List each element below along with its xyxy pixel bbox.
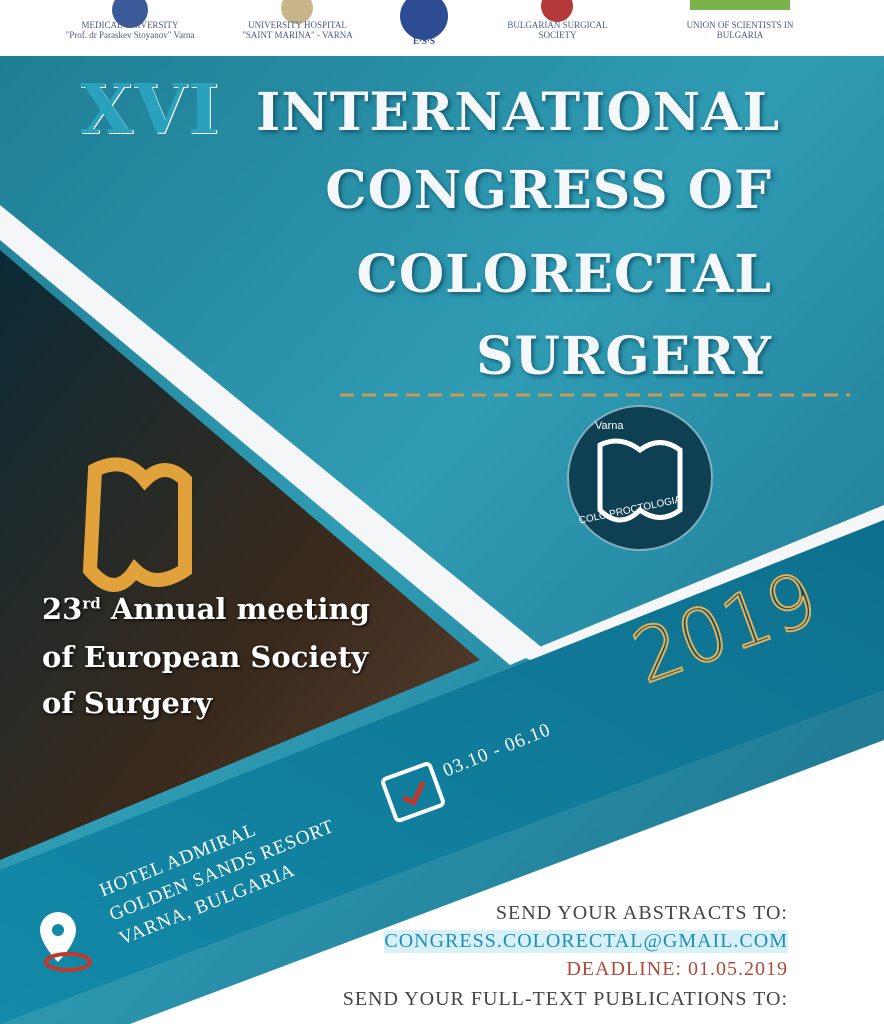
white-area (130, 740, 884, 1024)
meeting-line: of Surgery (42, 686, 213, 720)
ordinal: 23 (42, 592, 83, 626)
meeting-line: of European Society (42, 640, 369, 674)
text: "SAINT MARINA" - VARNA (242, 30, 353, 40)
logo-caption: UNIVERSITY HOSPITAL "SAINT MARINA" - VARN… (215, 20, 380, 40)
title-line: COLORECTAL (356, 244, 772, 305)
logo-caption: E·S·S (394, 36, 454, 46)
ordinal-suffix: rd (82, 594, 101, 613)
logo-city: Varna (595, 420, 624, 432)
calendar-icon (381, 762, 445, 823)
white-stripe (0, 205, 545, 665)
meeting-line: 23rd Annual meeting (42, 592, 370, 626)
abstracts-label: SEND YOUR ABSTRACTS TO: (495, 902, 788, 924)
text: "Prof. dr Paraskev Stoyanov" Varna (65, 30, 195, 40)
logo-2 (281, 0, 313, 24)
text: Annual meeting (110, 592, 370, 626)
email: CONGRESS.COLORECTAL@GMAIL.COM (384, 930, 788, 953)
title-line: CONGRESS OF (325, 160, 772, 221)
text: BULGARIA (716, 30, 764, 40)
logo-circle (567, 405, 713, 551)
logo-1 (112, 0, 148, 28)
logo-caption: UNION OF SCIENTISTS IN BULGARIA (655, 20, 825, 40)
text: E·S·S (412, 36, 436, 46)
logo-caption: BULGARIAN SURGICAL SOCIETY (475, 20, 640, 40)
location-icon (40, 912, 92, 972)
title-line: SURGERY (476, 326, 772, 387)
white-stripe-right (520, 505, 884, 665)
logo-caption: MEDICAL UNIVERSITY "Prof. dr Paraskev Sto… (40, 20, 220, 40)
text: UNIVERSITY HOSPITAL (248, 20, 347, 30)
teal-band (0, 520, 884, 1024)
deadline: DEADLINE: 01.05.2019 (566, 958, 788, 980)
text: SOCIETY (538, 30, 577, 40)
photo-dark (0, 250, 480, 860)
colon-illustration (82, 457, 192, 592)
logo-4 (541, 0, 573, 22)
title-number: XVI (80, 70, 221, 150)
text: MEDICAL UNIVERSITY (81, 20, 179, 30)
logo-5 (690, 0, 790, 10)
text: UNION OF SCIENTISTS IN (686, 20, 794, 30)
logo-3 (400, 0, 448, 40)
logo-icon (597, 438, 683, 523)
title-line: INTERNATIONAL (256, 82, 781, 143)
text: BULGARIAN SURGICAL (507, 20, 608, 30)
publications-label: SEND YOUR FULL-TEXT PUBLICATIONS TO: (342, 988, 788, 1010)
